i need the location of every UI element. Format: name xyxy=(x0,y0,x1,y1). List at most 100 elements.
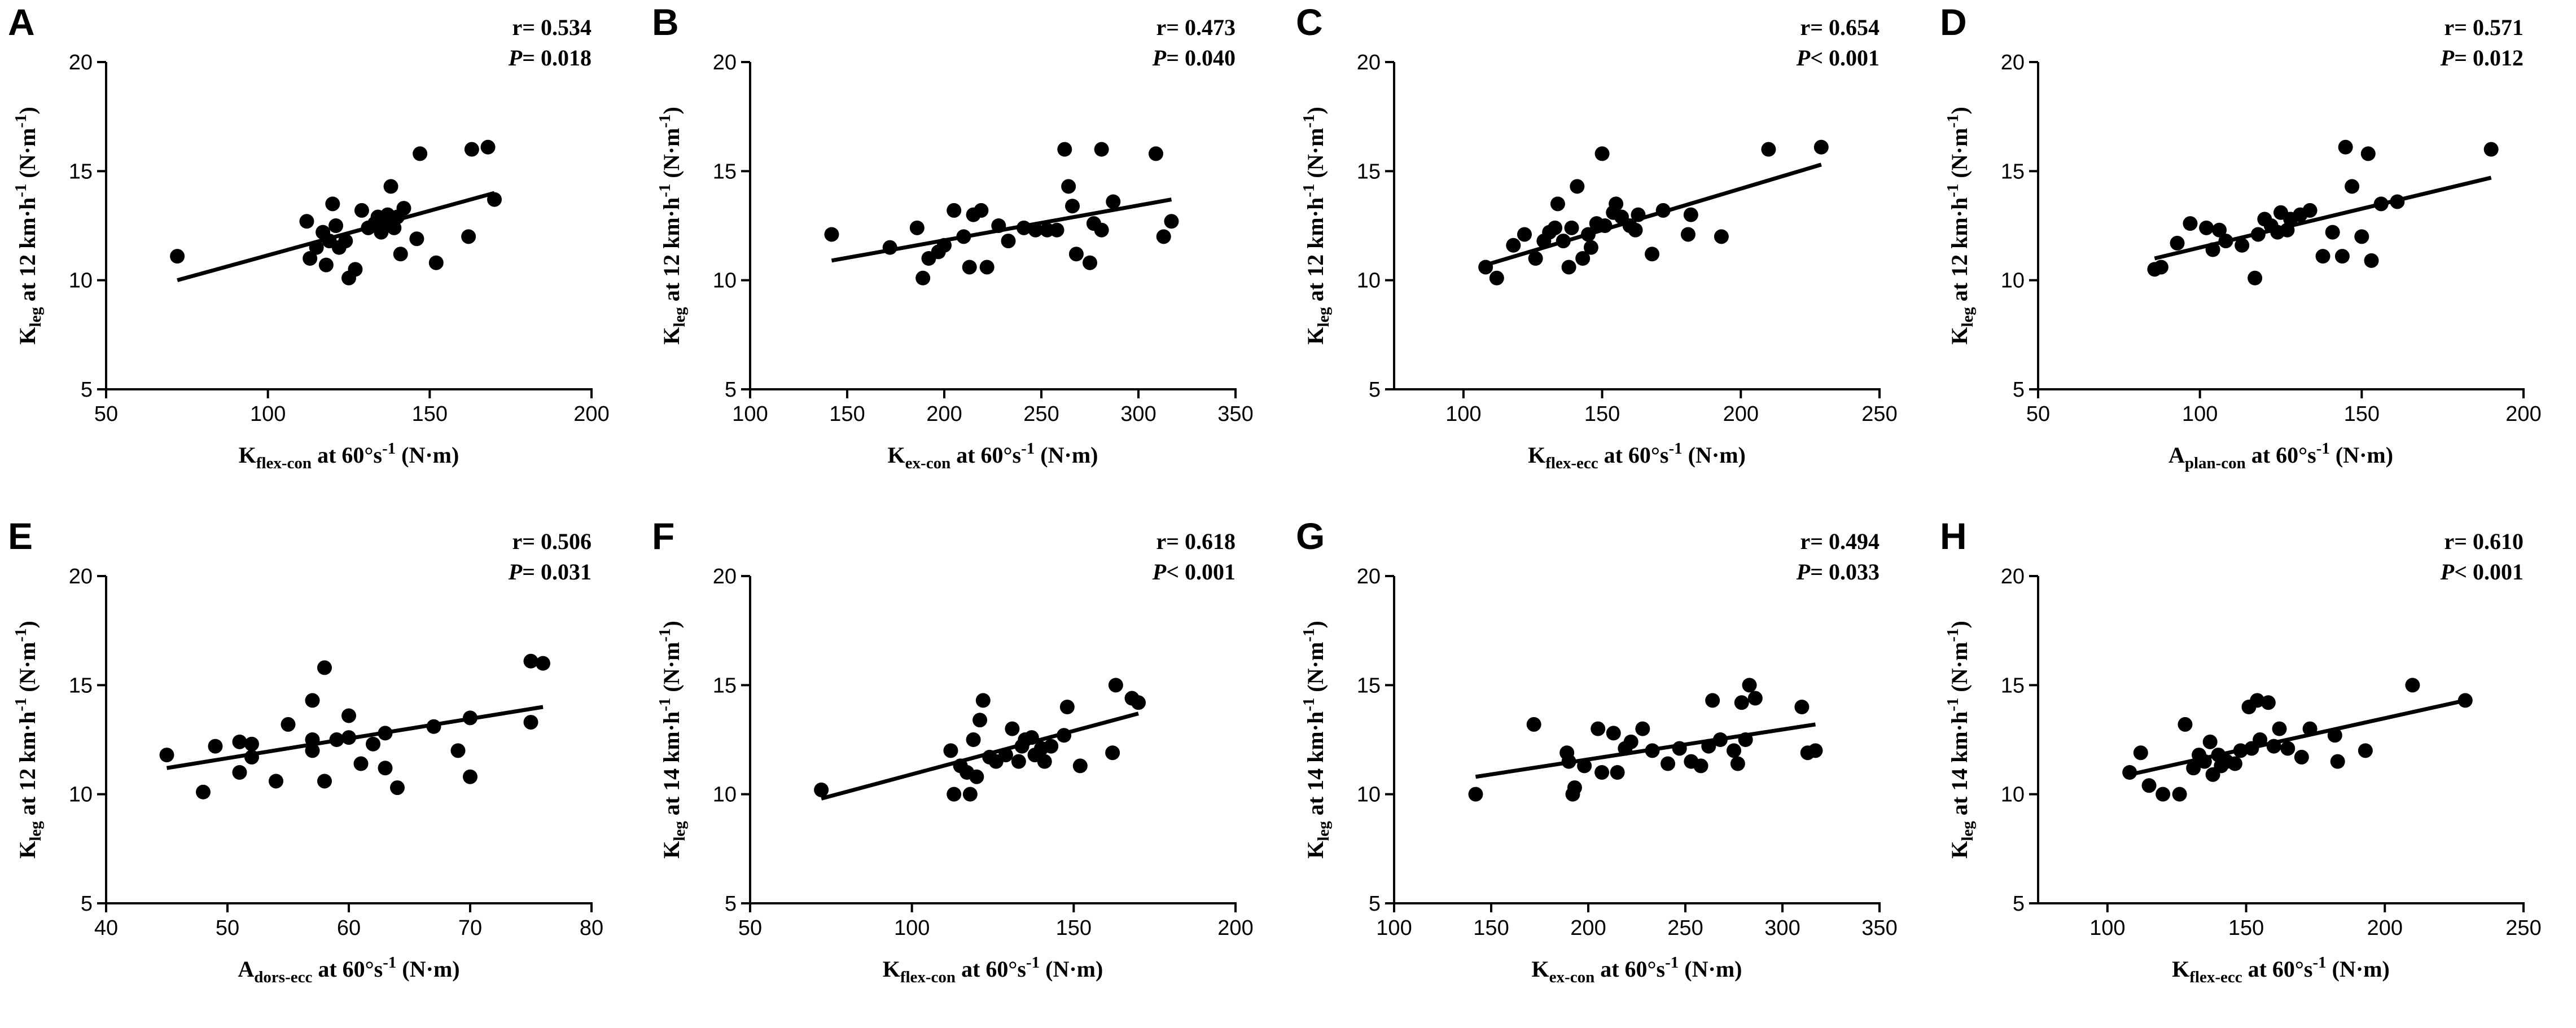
x-tick-label: 80 xyxy=(580,916,603,940)
data-point xyxy=(1594,146,1610,161)
y-tick-label: 15 xyxy=(69,674,93,697)
data-point xyxy=(523,653,538,669)
data-point xyxy=(1705,693,1720,708)
p-value: P= 0.033 xyxy=(1796,559,1880,585)
x-tick-label: 200 xyxy=(926,402,962,426)
data-point xyxy=(305,693,320,708)
data-point xyxy=(1747,691,1763,706)
y-label-unit: (N·m xyxy=(1947,128,1972,184)
x-label-text: at 60°s xyxy=(2246,442,2316,468)
x-axis-label: Kflex-con at 60°s-1 (N·m) xyxy=(239,440,459,472)
data-point xyxy=(2373,196,2389,212)
data-point xyxy=(232,734,247,749)
data-point xyxy=(2250,693,2265,708)
panel-letter: F xyxy=(652,515,674,557)
data-point xyxy=(2327,728,2342,743)
data-point xyxy=(1105,745,1120,761)
data-point xyxy=(232,765,247,780)
y-tick-label: 15 xyxy=(69,160,93,183)
y-label-superscript-2: -1 xyxy=(1944,115,1962,128)
data-point xyxy=(450,743,466,758)
y-label-text: at 14 km·h xyxy=(659,711,684,821)
data-point xyxy=(1131,695,1146,710)
y-label-subscript: leg xyxy=(27,821,45,841)
y-label-symbol: K xyxy=(15,841,40,859)
data-point xyxy=(463,769,477,784)
data-point xyxy=(317,774,332,789)
p-symbol: P xyxy=(508,45,523,71)
data-point xyxy=(1581,227,1596,242)
data-point xyxy=(2405,678,2420,693)
x-label-text: at 60°s xyxy=(312,956,383,982)
data-point xyxy=(523,715,538,730)
data-point xyxy=(2364,253,2379,268)
data-point xyxy=(353,756,369,771)
data-point xyxy=(2248,270,2263,285)
data-point xyxy=(2302,203,2317,218)
p-number: = 0.018 xyxy=(522,45,592,71)
p-number: = 0.040 xyxy=(1166,45,1236,71)
x-label-text: at 60°s xyxy=(312,442,382,468)
y-label-symbol: K xyxy=(1947,327,1972,345)
x-tick-label: 250 xyxy=(1023,402,1059,426)
data-point xyxy=(1561,754,1576,769)
data-point xyxy=(1701,739,1716,754)
data-point xyxy=(341,708,356,723)
data-point xyxy=(390,780,405,796)
data-point xyxy=(2280,741,2295,756)
data-point xyxy=(2233,743,2248,758)
x-label-text: at 60°s xyxy=(1598,442,1669,468)
data-point xyxy=(281,717,296,732)
y-tick-label: 5 xyxy=(81,892,93,916)
y-label-unit: (N·m xyxy=(15,642,40,698)
data-point xyxy=(1059,700,1075,714)
data-point xyxy=(1645,247,1660,262)
data-point xyxy=(461,229,476,244)
data-point xyxy=(1672,741,1687,756)
data-point xyxy=(882,240,897,255)
data-point xyxy=(487,192,502,207)
data-point xyxy=(348,262,363,277)
r-value: r= 0.534 xyxy=(512,15,592,40)
x-label-unit: (N·m) xyxy=(396,956,459,982)
data-point xyxy=(1742,678,1757,693)
x-tick-label: 250 xyxy=(1667,916,1703,940)
y-label-superscript: -1 xyxy=(656,184,674,197)
data-point xyxy=(1564,220,1579,235)
data-point xyxy=(1597,218,1613,233)
data-point xyxy=(991,218,1006,233)
data-point xyxy=(1808,743,1823,758)
data-point xyxy=(299,214,314,229)
data-point xyxy=(1049,222,1064,238)
r-value: r= 0.610 xyxy=(2444,529,2524,554)
x-tick-label: 50 xyxy=(2026,402,2050,426)
data-point xyxy=(325,196,340,212)
y-label-superscript-2: -1 xyxy=(1944,629,1962,642)
data-point xyxy=(1655,203,1671,218)
data-point xyxy=(2227,756,2242,771)
data-point xyxy=(378,726,393,741)
data-point xyxy=(1645,743,1660,758)
y-label-superscript: -1 xyxy=(12,698,30,711)
data-point xyxy=(1164,214,1179,229)
y-axis-label: Kleg at 14 km·h-1 (N·m-1) xyxy=(1944,621,1977,859)
y-label-subscript: leg xyxy=(1315,821,1333,841)
data-point xyxy=(2266,739,2281,754)
y-label-subscript: leg xyxy=(1959,307,1977,327)
x-label-subscript: flex-ecc xyxy=(1545,454,1598,472)
data-point xyxy=(1156,229,1171,244)
p-number: = 0.012 xyxy=(2454,45,2524,71)
y-tick-label: 20 xyxy=(1357,51,1381,74)
data-point xyxy=(1738,732,1753,747)
y-label-symbol: K xyxy=(1303,841,1328,859)
data-point xyxy=(1037,754,1052,769)
y-label-close: ) xyxy=(15,107,40,114)
y-label-close: ) xyxy=(1947,621,1972,628)
x-label-subscript: dors-ecc xyxy=(254,968,312,986)
y-label-symbol: K xyxy=(659,841,684,859)
x-tick-label: 100 xyxy=(894,916,930,940)
